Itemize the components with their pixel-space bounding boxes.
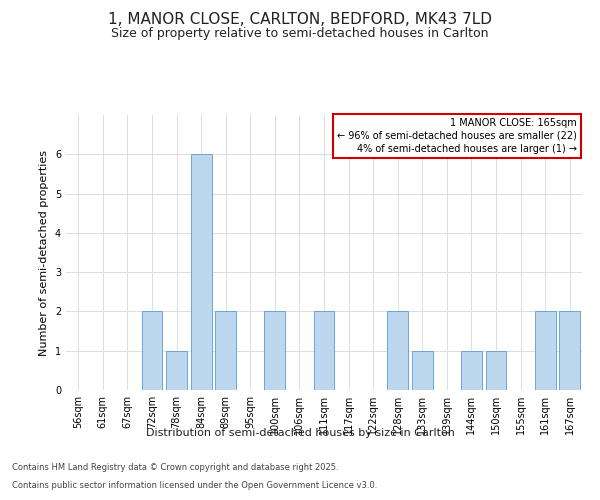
Bar — [485, 350, 506, 390]
Y-axis label: Number of semi-detached properties: Number of semi-detached properties — [40, 150, 49, 356]
Bar — [314, 312, 334, 390]
Text: 1, MANOR CLOSE, CARLTON, BEDFORD, MK43 7LD: 1, MANOR CLOSE, CARLTON, BEDFORD, MK43 7… — [108, 12, 492, 28]
Text: Contains public sector information licensed under the Open Government Licence v3: Contains public sector information licen… — [12, 481, 377, 490]
Bar — [461, 350, 482, 390]
Bar — [191, 154, 212, 390]
Text: Contains HM Land Registry data © Crown copyright and database right 2025.: Contains HM Land Registry data © Crown c… — [12, 464, 338, 472]
Text: Distribution of semi-detached houses by size in Carlton: Distribution of semi-detached houses by … — [146, 428, 454, 438]
Text: Size of property relative to semi-detached houses in Carlton: Size of property relative to semi-detach… — [111, 28, 489, 40]
Bar — [166, 350, 187, 390]
Bar — [412, 350, 433, 390]
Bar — [387, 312, 408, 390]
Bar — [215, 312, 236, 390]
Bar — [535, 312, 556, 390]
Bar — [265, 312, 286, 390]
Text: 1 MANOR CLOSE: 165sqm
← 96% of semi-detached houses are smaller (22)
4% of semi-: 1 MANOR CLOSE: 165sqm ← 96% of semi-deta… — [337, 118, 577, 154]
Bar — [142, 312, 163, 390]
Bar — [559, 312, 580, 390]
